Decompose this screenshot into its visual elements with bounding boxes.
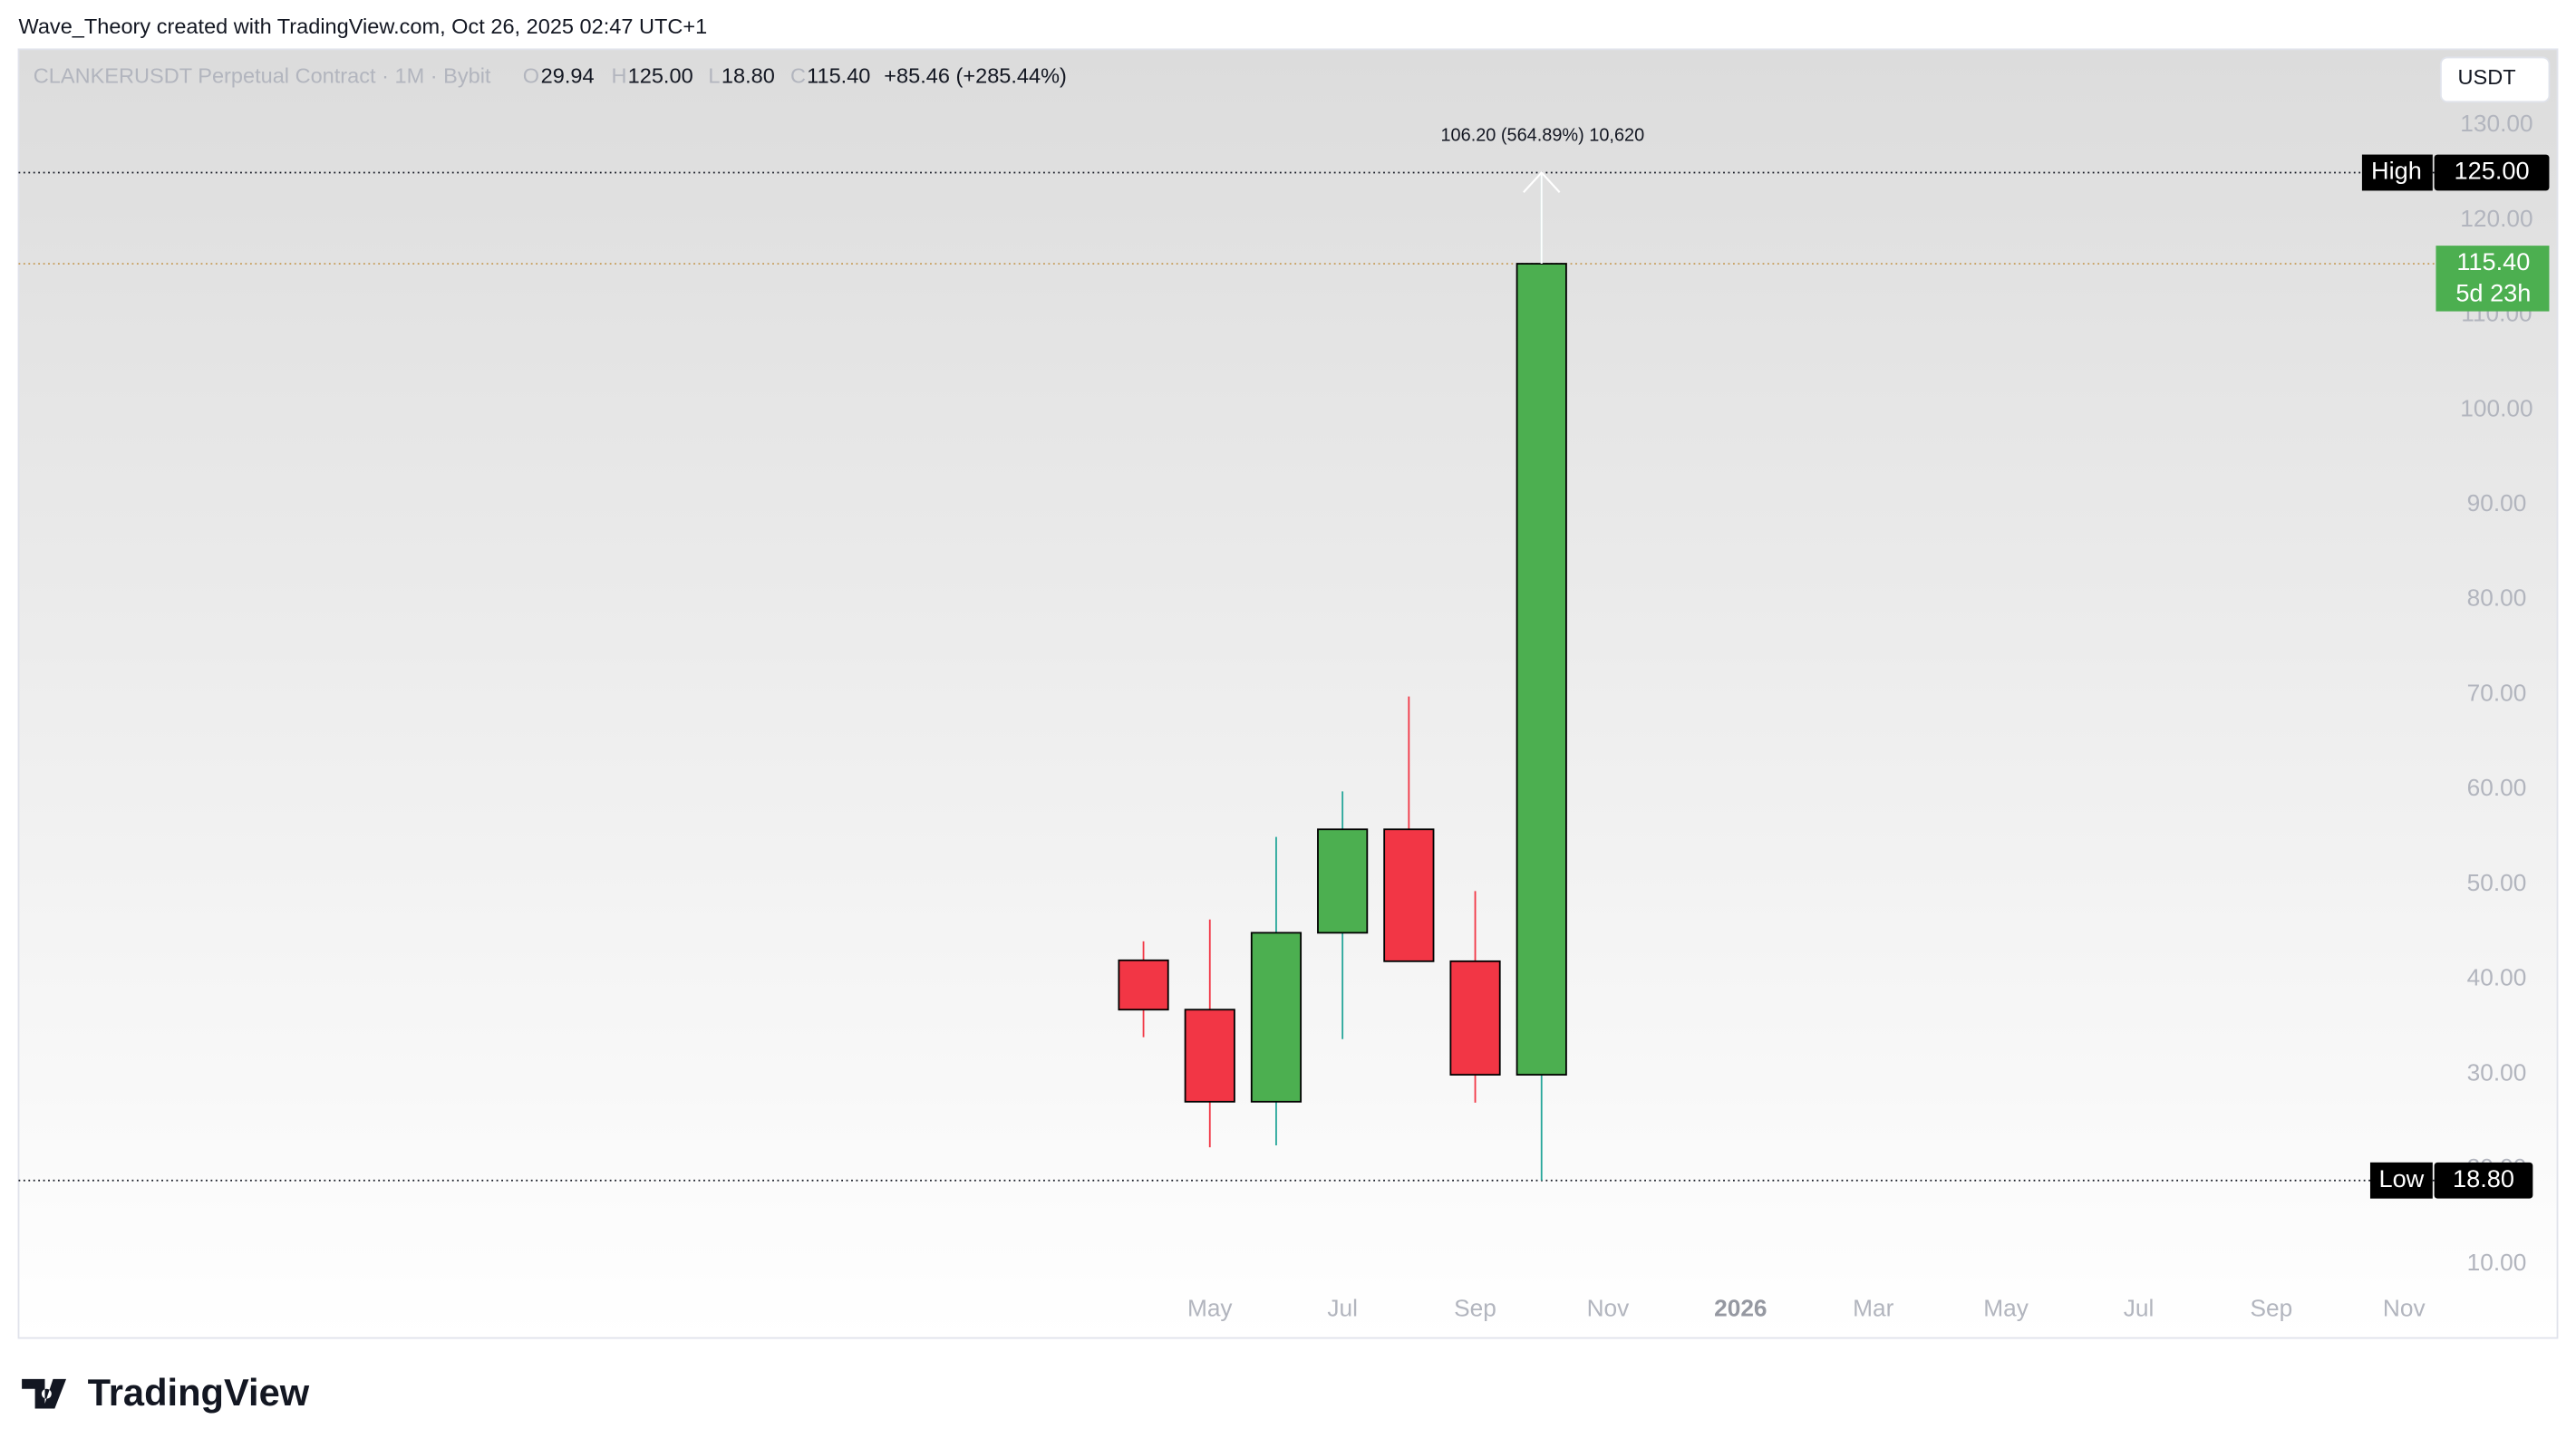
price-tag [2436, 246, 2550, 312]
candle-body [1516, 263, 1567, 1076]
countdown: 5d 23h [2455, 279, 2531, 307]
l: 18.80 [721, 63, 775, 87]
plot: 10.0020.0030.0040.0050.0060.0070.0080.00… [18, 110, 2550, 1322]
low-tag [2369, 1162, 2433, 1199]
x-tick-label: 2026 [1714, 1295, 1767, 1322]
candle-body [1184, 1009, 1235, 1103]
x-tick-label: Nov [2383, 1295, 2426, 1322]
x-tick-label: Sep [2251, 1295, 2293, 1322]
y-tick-label: 10.00 [2467, 1249, 2527, 1276]
measure-label: 106.20 (564.89%) 10,620 [1440, 126, 1644, 146]
high-tag [2361, 154, 2433, 191]
logo-text: TradingView [88, 1371, 310, 1414]
o: 29.94 [541, 63, 595, 87]
low-value: 18.80 [2453, 1164, 2514, 1192]
l-key: L [708, 63, 720, 87]
candle-body [1317, 828, 1369, 934]
y-tick-label: 60.00 [2467, 774, 2527, 801]
y-tick-label: 120.00 [2460, 205, 2532, 232]
candle-body [1250, 932, 1303, 1103]
y-tick-label: 90.00 [2467, 489, 2527, 516]
c-key: C [790, 63, 806, 87]
y-tick-label: 50.00 [2467, 869, 2527, 896]
header: Wave_Theory created with TradingView.com… [18, 14, 707, 38]
h: 125.00 [628, 63, 693, 87]
y-tick-label: 30.00 [2467, 1058, 2527, 1086]
currency[interactable]: USDT [2458, 65, 2516, 89]
y-tick-label: 70.00 [2467, 679, 2527, 706]
logo: TradingView [22, 1371, 310, 1414]
high-tag-label: High [2371, 157, 2422, 185]
measure-arrowhead [1523, 170, 1561, 193]
candle-body [1118, 959, 1169, 1011]
x-tick-label: May [1187, 1295, 1233, 1322]
high-value: 125.00 [2455, 157, 2530, 185]
x-tick-label: Sep [1454, 1295, 1496, 1322]
x-tick-label: Mar [1853, 1295, 1893, 1322]
y-tick-label: 40.00 [2467, 964, 2527, 991]
chart-area [17, 48, 2559, 1339]
high-value-tag [2434, 154, 2550, 191]
h-key: H [612, 63, 627, 87]
change: +85.46 (+285.44%) [884, 63, 1067, 87]
price-value: 115.40 [2456, 247, 2530, 275]
c: 115.40 [807, 63, 870, 87]
y-tick-label: 130.00 [2460, 110, 2532, 137]
symbol: CLANKERUSDT Perpetual Contract · 1M · By… [34, 63, 491, 87]
x-tick-label: Nov [1587, 1295, 1631, 1322]
x-tick-label: Jul [1327, 1295, 1358, 1322]
candle-body [1383, 828, 1435, 962]
low-value-tag [2434, 1162, 2533, 1199]
low-tag-label: Low [2378, 1164, 2424, 1192]
currency-button[interactable] [2439, 56, 2551, 103]
y-tick-label: 100.00 [2460, 394, 2532, 421]
y-tick-label: 80.00 [2467, 584, 2527, 612]
legend: CLANKERUSDT Perpetual Contract · 1M · By… [34, 63, 1067, 87]
x-tick-label: Jul [2124, 1295, 2155, 1322]
candle-body [1449, 960, 1501, 1076]
x-tick-label: May [1983, 1295, 2029, 1322]
o-key: O [523, 63, 539, 87]
